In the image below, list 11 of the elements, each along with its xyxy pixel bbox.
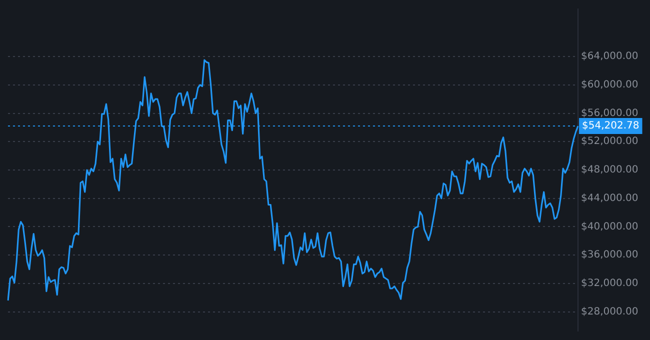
y-tick-label: $44,000.00 (581, 192, 638, 204)
y-tick-label: $28,000.00 (581, 306, 638, 318)
y-tick-label: $36,000.00 (581, 250, 638, 261)
y-tick-label: $32,000.00 (581, 278, 638, 290)
ref-line-label: $54,202.78 (582, 120, 640, 132)
y-tick-label: $40,000.00 (581, 221, 638, 232)
y-tick-label: $60,000.00 (581, 79, 638, 90)
y-tick-label: $56,000.00 (581, 108, 638, 119)
y-tick-label: $64,000.00 (581, 51, 638, 62)
y-tick-label: $52,000.00 (581, 136, 638, 148)
y-tick-label: $48,000.00 (581, 164, 638, 176)
